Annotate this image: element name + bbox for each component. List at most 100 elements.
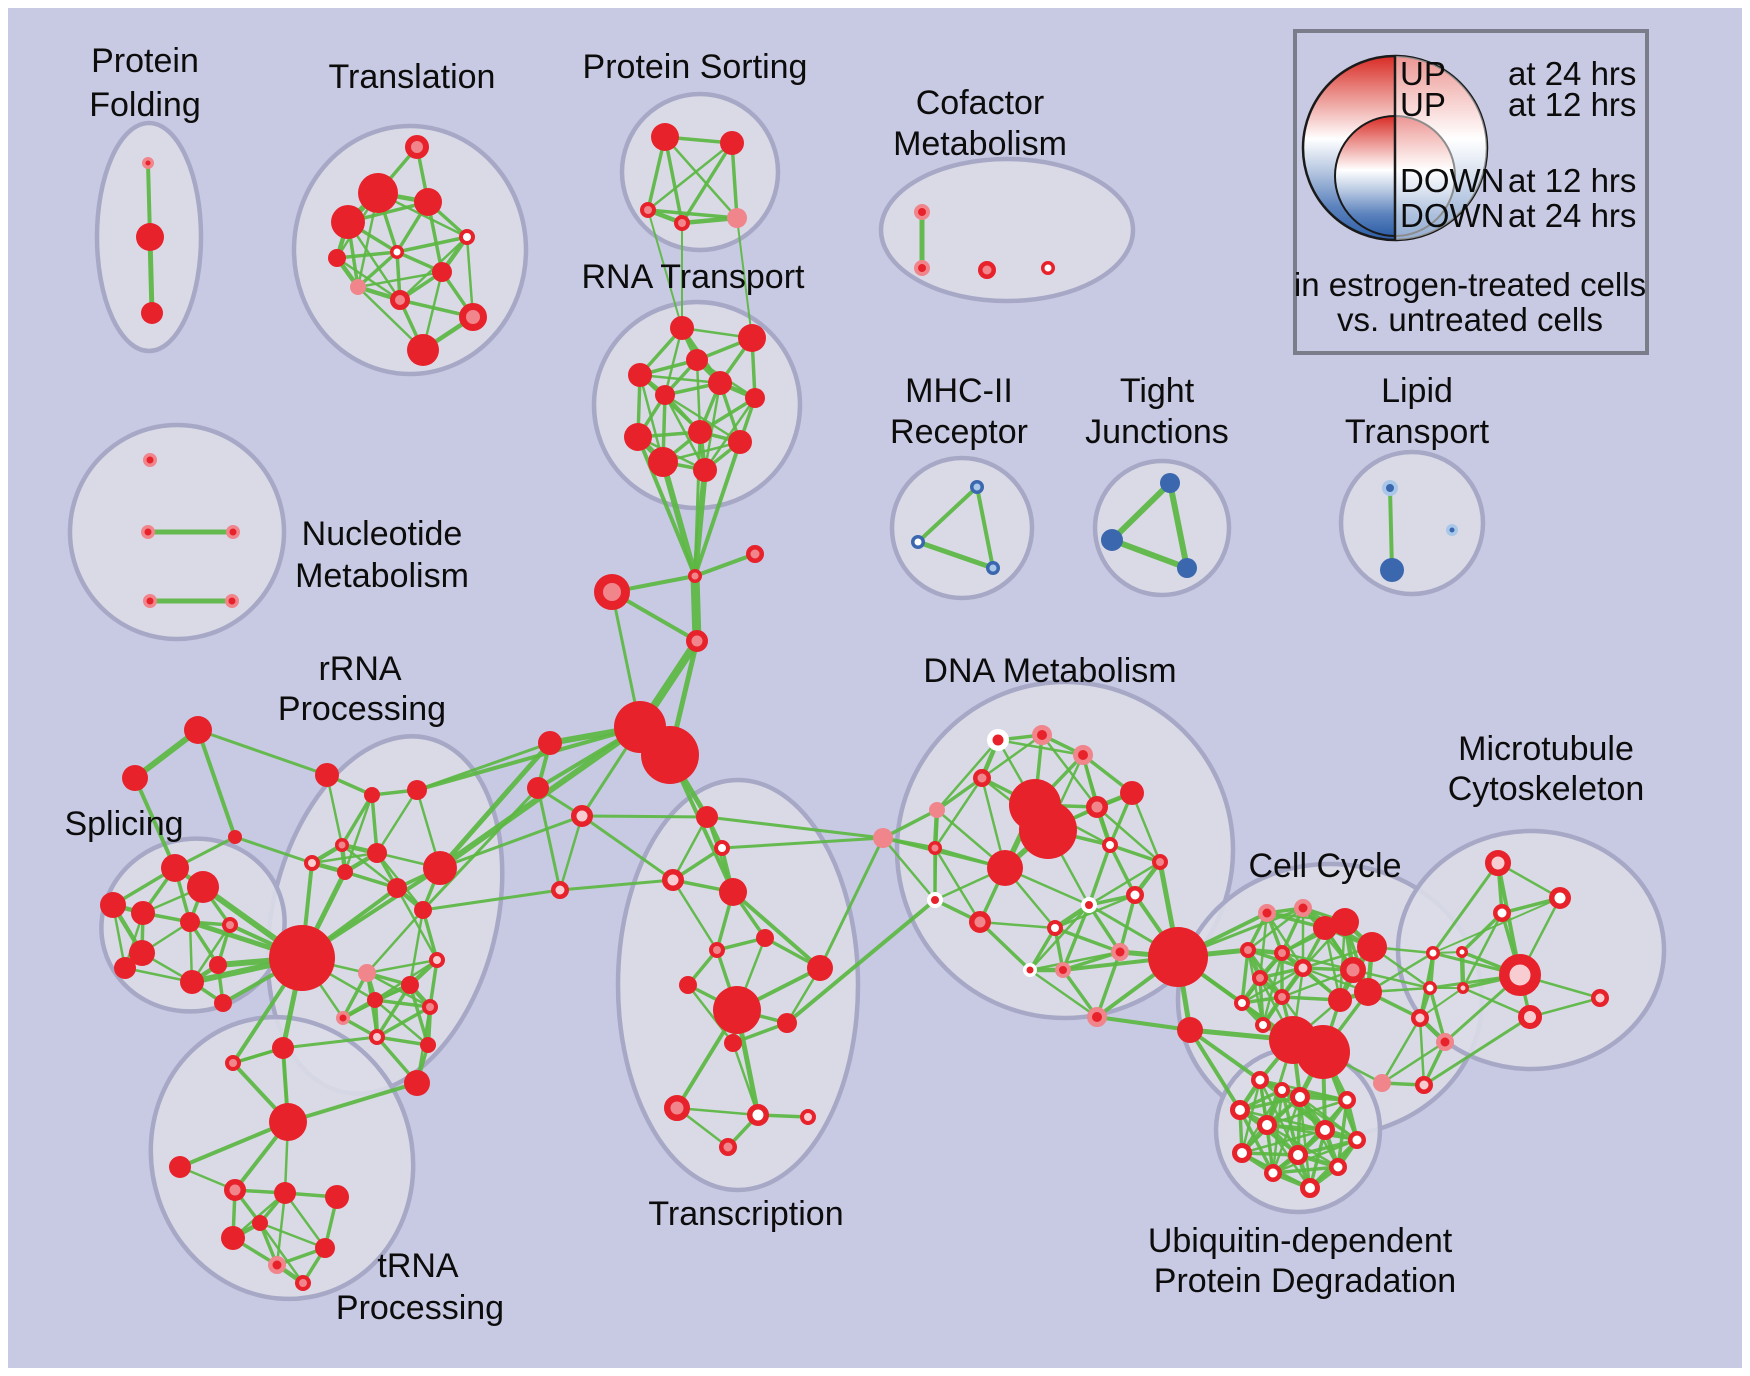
gene-node[interactable] [1274,989,1290,1005]
gene-node[interactable] [304,855,320,871]
gene-node[interactable] [1518,1005,1542,1029]
gene-node[interactable] [738,324,766,352]
gene-node[interactable] [1232,1143,1252,1163]
gene-node[interactable] [713,986,761,1034]
gene-node[interactable] [986,561,1000,575]
gene-node[interactable] [727,208,747,228]
gene-node[interactable] [1456,946,1468,958]
gene-node[interactable] [1446,524,1458,536]
gene-node[interactable] [272,1037,294,1059]
gene-node[interactable] [1357,932,1387,962]
gene-node[interactable] [325,1185,349,1209]
gene-node[interactable] [1019,801,1077,859]
gene-node[interactable] [405,135,429,159]
gene-node[interactable] [693,458,717,482]
gene-node[interactable] [414,901,432,919]
gene-node[interactable] [911,535,925,549]
gene-node[interactable] [1126,886,1144,904]
gene-node[interactable] [224,1179,246,1201]
gene-node[interactable] [756,929,774,947]
gene-node[interactable] [169,1156,191,1178]
gene-node[interactable] [674,215,690,231]
gene-node[interactable] [350,279,366,295]
gene-node[interactable] [1101,529,1123,551]
gene-node[interactable] [777,1013,797,1033]
gene-node[interactable] [1148,927,1208,987]
gene-node[interactable] [1415,1076,1433,1094]
gene-node[interactable] [404,1070,430,1096]
gene-node[interactable] [807,955,833,981]
gene-node[interactable] [1120,781,1144,805]
gene-node[interactable] [1493,904,1511,922]
gene-node[interactable] [724,1034,742,1052]
gene-node[interactable] [670,316,694,340]
gene-node[interactable] [1288,1145,1308,1165]
gene-node[interactable] [367,992,383,1008]
gene-node[interactable] [364,787,380,803]
gene-node[interactable] [551,881,569,899]
gene-node[interactable] [187,871,219,903]
gene-node[interactable] [914,204,930,220]
gene-node[interactable] [136,223,164,251]
gene-node[interactable] [414,188,442,216]
gene-node[interactable] [1264,1164,1282,1182]
gene-node[interactable] [1294,959,1312,977]
gene-node[interactable] [358,173,398,213]
gene-node[interactable] [214,994,232,1012]
gene-node[interactable] [432,262,452,282]
gene-node[interactable] [746,545,764,563]
gene-node[interactable] [571,805,593,827]
gene-node[interactable] [1177,558,1197,578]
gene-node[interactable] [252,1215,268,1231]
gene-node[interactable] [719,1138,737,1156]
gene-node[interactable] [1436,1033,1454,1051]
gene-node[interactable] [1240,942,1256,958]
gene-node[interactable] [714,840,730,856]
gene-node[interactable] [1426,946,1440,960]
gene-node[interactable] [1328,988,1352,1012]
gene-node[interactable] [696,806,718,828]
gene-node[interactable] [664,1095,690,1121]
gene-node[interactable] [331,205,365,239]
gene-node[interactable] [914,260,930,276]
gene-node[interactable] [423,851,457,885]
gene-node[interactable] [1382,480,1398,496]
gene-node[interactable] [1485,850,1511,876]
gene-node[interactable] [225,594,239,608]
gene-node[interactable] [1023,963,1037,977]
gene-node[interactable] [315,763,339,787]
gene-node[interactable] [459,229,475,245]
gene-node[interactable] [274,1182,296,1204]
gene-node[interactable] [987,729,1009,751]
gene-node[interactable] [708,371,732,395]
gene-node[interactable] [180,912,200,932]
gene-node[interactable] [1255,1017,1271,1033]
gene-node[interactable] [1258,904,1276,922]
gene-node[interactable] [1457,982,1469,994]
gene-node[interactable] [1423,981,1437,995]
gene-node[interactable] [873,828,893,848]
gene-node[interactable] [429,952,445,968]
gene-node[interactable] [1177,1017,1203,1043]
gene-node[interactable] [928,841,942,855]
gene-node[interactable] [1152,854,1168,870]
gene-node[interactable] [226,525,240,539]
gene-node[interactable] [679,976,697,994]
gene-node[interactable] [1296,1025,1350,1079]
gene-node[interactable] [655,385,675,405]
gene-node[interactable] [1160,473,1180,493]
gene-node[interactable] [407,780,427,800]
gene-node[interactable] [1315,1120,1335,1140]
gene-node[interactable] [987,850,1023,886]
gene-node[interactable] [295,1275,311,1291]
gene-node[interactable] [161,854,189,882]
gene-node[interactable] [228,830,242,844]
gene-node[interactable] [709,942,725,958]
gene-node[interactable] [1055,962,1071,978]
gene-node[interactable] [640,202,656,218]
gene-node[interactable] [407,334,439,366]
gene-node[interactable] [269,925,335,991]
gene-node[interactable] [369,1029,385,1045]
gene-node[interactable] [720,131,744,155]
gene-node[interactable] [688,420,712,444]
